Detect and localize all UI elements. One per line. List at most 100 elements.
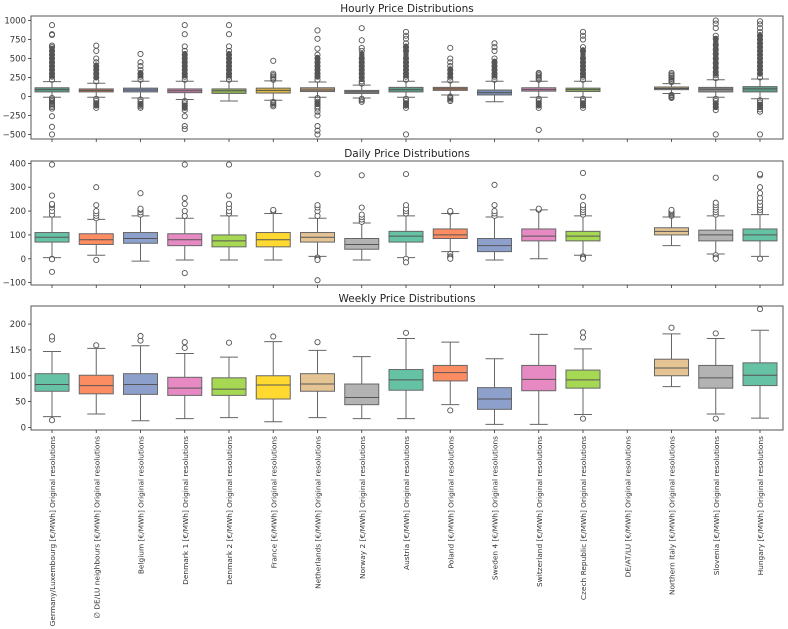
outlier-point — [137, 332, 144, 340]
outlier-point — [181, 126, 188, 133]
box-13 — [565, 169, 601, 262]
box-5 — [211, 22, 247, 102]
outlier-band-high — [713, 35, 719, 77]
iqr-box — [742, 362, 778, 387]
box-5 — [211, 339, 247, 419]
outlier-band-high — [536, 76, 542, 79]
outlier-point — [447, 407, 454, 414]
x-tick-label: Switzerland [€/MWh] Original resolutions — [535, 436, 544, 587]
outlier-point — [668, 94, 675, 102]
outlier-point — [314, 123, 321, 130]
outlier-band-low — [359, 101, 365, 102]
outlier-point — [712, 25, 719, 32]
outlier-point — [756, 131, 764, 138]
outlier-point — [48, 113, 56, 120]
box-1 — [34, 22, 70, 138]
outlier-band-high — [668, 77, 675, 81]
outlier-point — [314, 35, 321, 42]
y-tick-label: 750 — [10, 36, 26, 46]
box-8 — [344, 25, 380, 105]
box-9 — [388, 28, 424, 138]
box-15 — [654, 206, 689, 247]
outlier-point — [712, 17, 719, 24]
box-17 — [742, 171, 778, 262]
outlier-band-low — [93, 100, 99, 108]
y-tick-label: 500 — [10, 55, 26, 65]
outlier-point — [447, 208, 454, 215]
outlier-point — [668, 206, 675, 213]
iqr-box — [654, 358, 689, 377]
outlier-band-high — [49, 45, 55, 79]
outlier-point — [579, 202, 587, 209]
outlier-point — [225, 43, 233, 50]
outlier-point — [668, 324, 675, 331]
box-17 — [742, 306, 778, 419]
outlier-point — [137, 190, 144, 197]
box-4 — [167, 339, 203, 420]
box-6 — [255, 57, 291, 110]
iqr-box — [78, 233, 114, 245]
outlier-point — [756, 171, 764, 178]
outlier-band-high — [403, 43, 409, 79]
outlier-point — [358, 172, 365, 179]
y-tick-label: 150 — [10, 346, 26, 356]
outlier-point — [756, 25, 764, 32]
box-9 — [388, 329, 424, 420]
outlier-point — [756, 108, 764, 115]
x-tick-label: France [€/MWh] Original resolutions — [269, 436, 278, 569]
outlier-band-low — [447, 97, 453, 102]
outlier-point — [579, 28, 587, 35]
iqr-box — [521, 228, 557, 242]
iqr-box — [521, 364, 557, 392]
y-tick-label: 100 — [10, 372, 26, 382]
outlier-point — [402, 329, 410, 336]
box-5 — [211, 161, 247, 261]
iqr-box — [211, 377, 247, 396]
outlier-band-high — [314, 54, 321, 80]
panel-title: Hourly Price Distributions — [340, 3, 473, 15]
outlier-point — [314, 108, 321, 115]
x-tick-label: ∅ DE/LU neighbours [€/MWh] Original reso… — [92, 436, 101, 619]
box-2 — [78, 184, 114, 264]
outlier-point — [93, 208, 100, 215]
outlier-point — [48, 333, 56, 340]
outlier-point — [314, 45, 321, 52]
outlier-point — [181, 113, 188, 120]
outlier-point — [270, 206, 277, 213]
iqr-box — [123, 373, 158, 395]
box-16 — [698, 330, 734, 422]
outlier-point — [712, 174, 719, 181]
box-6 — [255, 206, 291, 261]
iqr-box — [344, 238, 380, 250]
outlier-point — [181, 123, 188, 130]
panel-3: Weekly Price Distributions 0 50 100 150 200 — [10, 293, 784, 433]
outlier-band-low — [182, 102, 188, 111]
outlier-point — [137, 63, 144, 70]
outlier-point — [402, 32, 410, 39]
box-7 — [300, 27, 335, 138]
outlier-band-low — [49, 100, 55, 105]
outlier-point — [48, 161, 56, 168]
outlier-point — [137, 59, 144, 66]
outlier-point — [668, 69, 675, 76]
outlier-point — [712, 415, 719, 422]
outlier-point — [225, 31, 233, 38]
panel-1: Hourly Price Distributions −500 −250 0 250 50… — [3, 3, 784, 142]
outlier-point — [579, 193, 587, 200]
y-tick-label: 100 — [10, 231, 26, 241]
outlier-point — [270, 57, 277, 64]
outlier-point — [48, 31, 56, 38]
box-8 — [344, 172, 380, 261]
outlier-point — [93, 55, 100, 62]
outlier-point — [491, 208, 498, 215]
outlier-point — [579, 334, 587, 341]
outlier-point — [491, 40, 498, 47]
iqr-box — [388, 230, 424, 243]
outlier-point — [579, 255, 587, 262]
iqr-box — [255, 375, 291, 400]
y-tick-label: 50 — [15, 398, 26, 408]
x-tick-label: Austria [€/MWh] Original resolutions — [402, 436, 411, 570]
outlier-point — [579, 415, 587, 422]
outlier-point — [181, 270, 188, 277]
